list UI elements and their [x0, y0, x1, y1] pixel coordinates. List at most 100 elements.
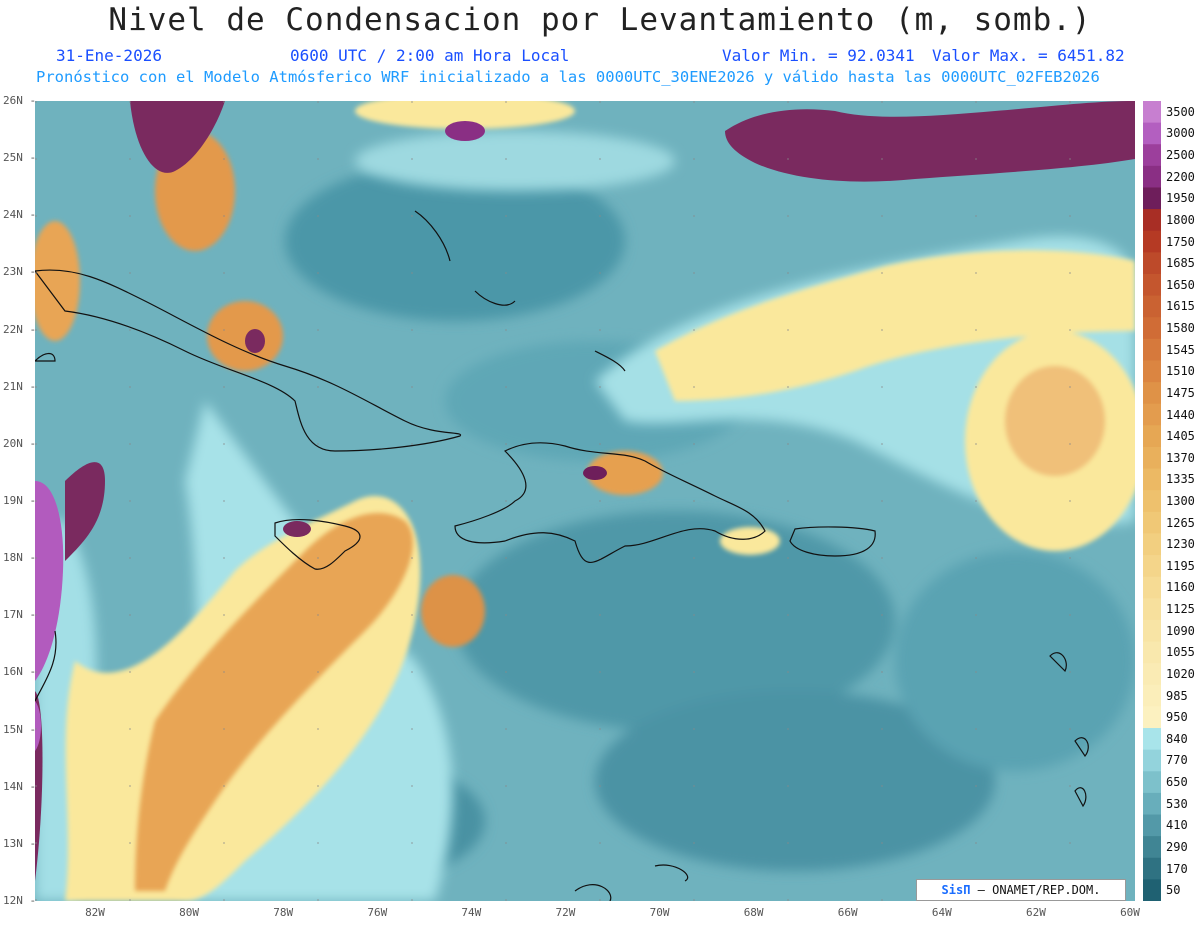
- legend-label: 1020: [1166, 666, 1195, 681]
- latitude-label: 21N -: [3, 379, 37, 393]
- legend-swatch: [1143, 749, 1161, 772]
- legend-label: 985: [1166, 688, 1188, 703]
- legend-swatch: [1143, 836, 1161, 859]
- legend-swatch: [1143, 252, 1161, 275]
- legend-label: 1405: [1166, 429, 1195, 444]
- legend-label: 950: [1166, 710, 1188, 725]
- legend-label: 50: [1166, 883, 1181, 898]
- legend-swatch: [1143, 533, 1161, 556]
- lcl-field: [35, 101, 1135, 901]
- legend-swatch: [1143, 317, 1161, 340]
- legend-swatch: [1143, 555, 1161, 578]
- legend-label: 1125: [1166, 602, 1195, 617]
- credit-text: – ONAMET/REP.DOM.: [977, 883, 1101, 897]
- legend-label: 1800: [1166, 212, 1195, 227]
- latitude-label: 12N -: [3, 894, 37, 907]
- legend-label: 1440: [1166, 407, 1195, 422]
- credit-box: SisΠ – ONAMET/REP.DOM.: [916, 879, 1126, 901]
- legend-label: 1545: [1166, 342, 1195, 357]
- longitude-label: 60W: [1120, 906, 1140, 919]
- longitude-label: 78W: [273, 906, 294, 919]
- legend-label: 1580: [1166, 321, 1195, 336]
- legend-swatch: [1143, 230, 1161, 253]
- legend-label: 2500: [1166, 148, 1195, 163]
- forecast-description: Pronóstico con el Modelo Atmósferico WRF…: [36, 68, 1100, 86]
- latitude-label: 26N -: [3, 94, 37, 107]
- legend-label: 1090: [1166, 623, 1195, 638]
- legend-label: 650: [1166, 775, 1188, 790]
- latitude-label: 18N -: [3, 551, 37, 565]
- legend-swatch: [1143, 511, 1161, 534]
- latitude-label: 13N -: [3, 836, 37, 850]
- legend-swatch: [1143, 425, 1161, 448]
- legend-label: 3000: [1166, 126, 1195, 141]
- legend-swatch: [1143, 663, 1161, 686]
- legend-swatch: [1143, 576, 1161, 599]
- latitude-label: 23N -: [3, 265, 37, 279]
- legend-swatch: [1143, 273, 1161, 297]
- legend-swatch: [1143, 144, 1161, 167]
- latitude-label: 15N -: [3, 722, 37, 736]
- forecast-time: 0600 UTC / 2:00 am Hora Local: [290, 46, 570, 65]
- legend-swatch: [1143, 598, 1161, 621]
- grid-dots: [35, 101, 1135, 901]
- forecast-date: 31-Ene-2026: [56, 46, 162, 65]
- longitude-label: 76W: [367, 906, 388, 919]
- legend-label: 530: [1166, 796, 1188, 811]
- legend-swatch: [1143, 619, 1161, 643]
- latitude-label: 22N -: [3, 322, 37, 336]
- color-legend: [1143, 101, 1161, 901]
- legend-swatch: [1143, 165, 1161, 188]
- legend-swatch: [1143, 641, 1161, 664]
- value-max: Valor Max. = 6451.82: [932, 46, 1125, 65]
- legend-label: 1055: [1166, 645, 1195, 660]
- legend-label: 770: [1166, 753, 1188, 768]
- legend-label: 1510: [1166, 364, 1195, 379]
- legend-label: 290: [1166, 839, 1188, 854]
- legend-swatch: [1143, 382, 1161, 405]
- legend-swatch: [1143, 101, 1161, 124]
- legend-swatch: [1143, 728, 1161, 751]
- legend-swatch: [1143, 187, 1161, 210]
- legend-swatch: [1143, 446, 1161, 470]
- legend-label: 1335: [1166, 472, 1195, 487]
- legend-label: 1230: [1166, 537, 1195, 552]
- legend-label: 1300: [1166, 494, 1195, 508]
- latitude-label: 16N -: [3, 665, 37, 679]
- legend-swatch: [1143, 857, 1161, 880]
- latitude-label: 20N -: [3, 436, 37, 450]
- legend-label: 3500: [1166, 104, 1195, 119]
- latitude-label: 17N -: [3, 608, 37, 622]
- legend-swatch: [1143, 814, 1161, 837]
- legend-label: 170: [1166, 861, 1188, 876]
- value-min: Valor Min. = 92.0341: [722, 46, 915, 65]
- legend-label: 1615: [1166, 299, 1195, 314]
- legend-swatch: [1143, 792, 1161, 816]
- legend-label: 1370: [1166, 450, 1195, 465]
- legend-swatch: [1143, 771, 1161, 794]
- longitude-label: 82W: [85, 906, 105, 919]
- legend-swatch: [1143, 706, 1161, 729]
- legend-swatch: [1143, 879, 1161, 901]
- lcl-map: [35, 101, 1135, 901]
- legend-label: 1265: [1166, 515, 1195, 530]
- legend-swatch: [1143, 209, 1161, 232]
- longitude-label: 72W: [555, 906, 576, 919]
- legend-swatch: [1143, 403, 1161, 426]
- legend-label: 1750: [1166, 234, 1195, 249]
- legend-label: 1195: [1166, 558, 1195, 573]
- legend-swatch: [1143, 295, 1161, 318]
- legend-swatch: [1143, 122, 1161, 145]
- legend-label: 1160: [1166, 580, 1195, 595]
- longitude-label: 66W: [837, 906, 858, 919]
- legend-swatch: [1143, 684, 1161, 707]
- longitude-label: 64W: [931, 906, 952, 919]
- latitude-label: 25N -: [3, 151, 37, 165]
- legend-swatch: [1143, 338, 1161, 361]
- legend-label: 1685: [1166, 256, 1195, 271]
- sispi-logo: SisΠ: [941, 883, 971, 897]
- legend-swatch: [1143, 490, 1161, 513]
- latitude-label: 24N -: [3, 208, 37, 222]
- latitude-label: 14N -: [3, 779, 37, 793]
- legend-label: 1475: [1166, 385, 1195, 400]
